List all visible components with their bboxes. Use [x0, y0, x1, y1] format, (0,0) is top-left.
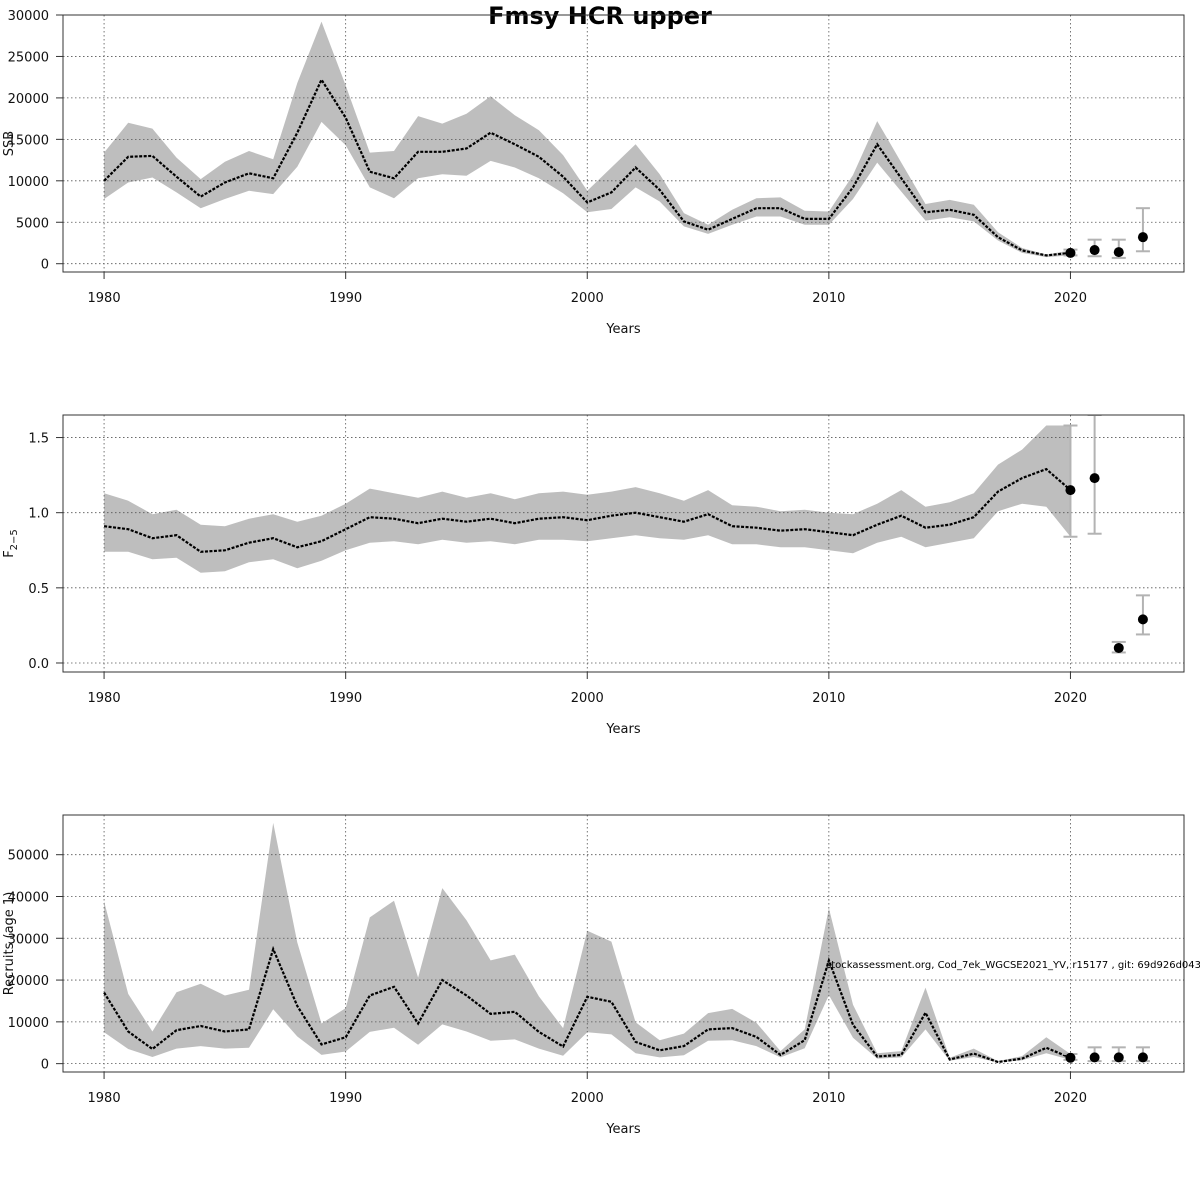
x-tick-label: 2020 [1054, 291, 1087, 306]
x-tick-label: 2000 [571, 691, 604, 706]
x-tick-label: 1990 [329, 1091, 362, 1106]
forecast-2020 [1063, 424, 1078, 538]
panel-frame [62, 814, 1185, 1073]
forecast-2023 [1135, 594, 1150, 636]
x-axis-title: Years [605, 322, 641, 337]
confidence-band [104, 822, 1071, 1063]
y-tick-label: 1.5 [28, 432, 49, 447]
forecast-2020 [1063, 247, 1078, 258]
panel-frame [62, 14, 1185, 273]
estimate-line [103, 77, 1071, 257]
y-tick-label: 5000 [16, 216, 49, 231]
chart-panel-1: 1980 1990 2000 2010 2020 0 5000 10000 15000 20000… [2, 9, 1185, 337]
confidence-band [104, 21, 1071, 258]
y-tick-label: 50000 [8, 849, 49, 864]
y-axis-title-main: SSB [2, 131, 17, 156]
x-tick-label: 2010 [812, 691, 845, 706]
chart-title: Fmsy HCR upper [488, 2, 712, 30]
x-tick-label: 2020 [1054, 691, 1087, 706]
x-tick-label: 1990 [329, 691, 362, 706]
forecast-point [1089, 473, 1100, 484]
forecast-2023 [1135, 207, 1150, 253]
y-tick-label: 0.0 [28, 657, 49, 672]
y-tick-label: 0 [41, 258, 49, 273]
y-tick-label: 0 [41, 1058, 49, 1073]
y-axis-title: Recruits (age 1) [2, 892, 17, 996]
y-axis-title: SSB [2, 131, 17, 156]
x-tick-label: 2000 [571, 291, 604, 306]
y-tick-label: 1.0 [28, 507, 49, 522]
y-tick-label: 40000 [8, 890, 49, 905]
y-axis-title: F2−5 [2, 529, 20, 558]
forecast-point [1113, 1052, 1124, 1063]
y-tick-label: 15000 [8, 133, 49, 148]
x-tick-label: 2010 [812, 291, 845, 306]
forecast-point [1089, 245, 1100, 256]
forecast-2022 [1111, 1046, 1126, 1063]
x-tick-label: 2000 [571, 1091, 604, 1106]
forecast-point [1113, 642, 1124, 653]
y-tick-label: 25000 [8, 50, 49, 65]
forecast-2022 [1111, 238, 1126, 259]
y-tick-label: 10000 [8, 175, 49, 190]
forecast-point [1065, 485, 1076, 496]
forecast-point [1065, 247, 1076, 258]
forecast-2021 [1087, 1046, 1102, 1063]
x-tick-label: 1980 [88, 1091, 121, 1106]
forecast-point [1137, 1052, 1148, 1063]
y-tick-label: 30000 [8, 9, 49, 24]
x-axis-title: Years [605, 722, 641, 737]
estimate-line [103, 945, 1071, 1064]
estimate-line [103, 467, 1072, 553]
y-axis-title-subscript: 2−5 [9, 529, 20, 550]
watermark-text: stockassessment.org, Cod_7ek_WGCSE2021_Y… [826, 960, 1200, 971]
forecast-point [1113, 247, 1124, 258]
forecast-point [1089, 1052, 1100, 1063]
forecast-2020 [1063, 1052, 1078, 1063]
forecast-point [1137, 232, 1148, 243]
forecast-2021 [1087, 415, 1102, 535]
x-tick-label: 1990 [329, 291, 362, 306]
forecast-point [1065, 1052, 1076, 1063]
chart-panel-3: 1980 1990 2000 2010 2020 0 10000 20000 30000 4000… [2, 814, 1185, 1137]
x-tick-label: 1980 [88, 291, 121, 306]
y-tick-label: 20000 [8, 92, 49, 107]
panel-frame [62, 414, 1185, 673]
x-tick-label: 1980 [88, 691, 121, 706]
y-axis-title-main: Recruits (age 1) [2, 892, 17, 996]
forecast-2023 [1135, 1046, 1150, 1063]
y-tick-label: 30000 [8, 932, 49, 947]
chart-panel-2: 1980 1990 2000 2010 2020 0.0 0.5 1.0 1.5 Years F2−… [2, 414, 1185, 737]
y-tick-label: 0.5 [28, 582, 49, 597]
x-axis-title: Years [605, 1122, 641, 1137]
forecast-point [1137, 614, 1148, 625]
y-axis-title-main: F [2, 550, 17, 557]
x-tick-label: 2010 [812, 1091, 845, 1106]
forecast-2021 [1087, 238, 1102, 258]
y-tick-label: 20000 [8, 974, 49, 989]
y-tick-label: 10000 [8, 1016, 49, 1031]
x-tick-label: 2020 [1054, 1091, 1087, 1106]
forecast-2022 [1111, 640, 1126, 654]
